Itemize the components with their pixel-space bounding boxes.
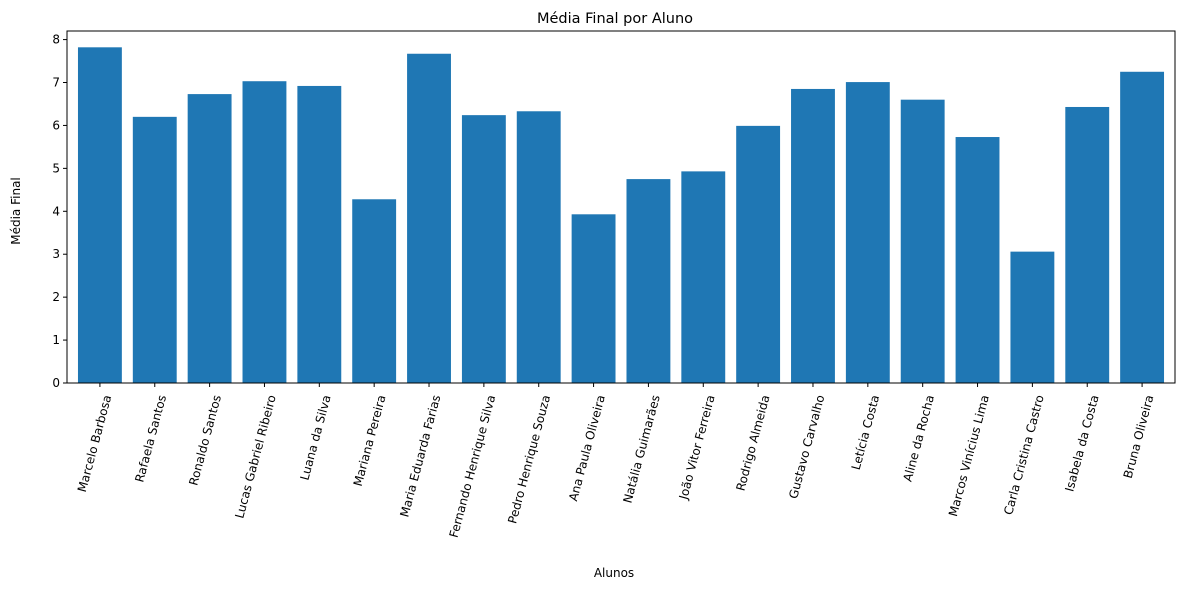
- bar-7: [461, 115, 506, 383]
- y-axis-title: Média Final: [9, 177, 23, 245]
- y-tick-label: 8: [52, 33, 60, 47]
- x-tick-label: João Vitor Ferreira: [676, 393, 718, 501]
- x-tick-label: Letícia Costa: [849, 393, 882, 471]
- x-tick-label: Natália Guimarães: [620, 393, 662, 504]
- bar-8: [516, 111, 561, 384]
- x-tick-label: Ronaldo Santos: [186, 393, 224, 487]
- plot-frame: [66, 30, 1176, 384]
- bar-6: [407, 53, 451, 383]
- y-tick-label: 4: [52, 204, 60, 218]
- y-tick-label: 7: [52, 76, 60, 90]
- bar-19: [1120, 71, 1165, 383]
- x-tick-label: Maria Eduarda Farias: [397, 393, 443, 518]
- bar-2: [187, 94, 232, 383]
- x-axis: Marcelo Barbosa Rafaela Santos Ronaldo San…: [75, 383, 1157, 539]
- x-tick-label: Gustavo Carvalho: [786, 393, 827, 500]
- x-tick-label: Ana Paula Oliveira: [566, 393, 608, 502]
- x-tick-label: Mariana Pereira: [351, 393, 389, 487]
- y-tick-label: 3: [52, 247, 60, 261]
- x-tick-label: Pedro Henrique Souza: [505, 393, 553, 525]
- bar-10: [626, 179, 671, 383]
- bar-9: [571, 214, 616, 383]
- y-tick-label: 0: [52, 376, 60, 390]
- chart-title: Média Final por Aluno: [537, 11, 693, 27]
- x-tick-label: Rodrigo Almeida: [733, 393, 772, 492]
- x-tick-label: Marcelo Barbosa: [75, 393, 114, 493]
- bar-17: [1010, 251, 1055, 383]
- x-tick-label: Lucas Gabriel Ribeiro: [232, 393, 278, 519]
- y-tick-label: 2: [52, 290, 60, 304]
- bars-group: [77, 47, 1165, 384]
- bar-11: [681, 171, 726, 383]
- bar-16: [955, 137, 1000, 383]
- x-tick-label: Bruna Oliveira: [1121, 393, 1157, 479]
- y-tick-label: 1: [52, 333, 60, 347]
- x-tick-label: Rafaela Santos: [132, 393, 169, 483]
- bar-4: [297, 85, 342, 383]
- bar-14: [845, 82, 890, 383]
- bar-5: [352, 199, 397, 383]
- x-axis-title: Alunos: [594, 566, 634, 580]
- y-axis: 0 1 2 3 4 5 6 7 8: [52, 33, 67, 390]
- bar-18: [1065, 106, 1110, 383]
- bar-0: [77, 47, 122, 384]
- y-tick-label: 5: [52, 161, 60, 175]
- bar-1: [132, 116, 177, 383]
- bar-3: [242, 81, 287, 383]
- bar-12: [736, 125, 781, 384]
- x-tick-label: Carla Cristina Castro: [1001, 393, 1047, 516]
- bar-13: [791, 88, 835, 383]
- y-tick-label: 6: [52, 118, 60, 132]
- x-tick-label: Isabela da Costa: [1062, 393, 1101, 493]
- x-tick-label: Fernando Henrique Silva: [447, 393, 499, 539]
- bar-15: [900, 99, 945, 384]
- x-tick-label: Luana da Silva: [297, 393, 333, 481]
- x-tick-label: Marcos Vinícius Lima: [946, 393, 992, 518]
- x-tick-label: Aline da Rocha: [900, 393, 937, 483]
